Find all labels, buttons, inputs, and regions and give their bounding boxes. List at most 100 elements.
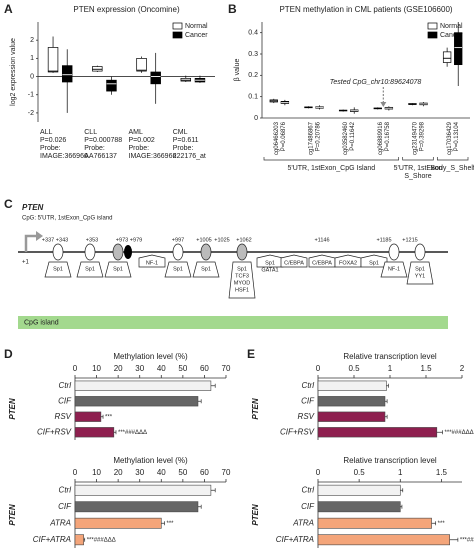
binding-site bbox=[52, 243, 64, 261]
category-label: cg03582460 bbox=[343, 121, 349, 155]
category-note: AA766137 bbox=[84, 153, 117, 160]
x-tick-label: 10 bbox=[92, 364, 101, 373]
x-tick-label: 60 bbox=[200, 364, 209, 373]
error-bar bbox=[436, 430, 443, 435]
tss-label: +1 bbox=[22, 260, 30, 266]
x-tick-label: 20 bbox=[114, 364, 123, 373]
chart-title: Relative transcription level bbox=[343, 352, 437, 361]
bar bbox=[317, 484, 401, 496]
group-label: PTEN bbox=[251, 504, 260, 526]
legend-swatch bbox=[172, 22, 183, 30]
legend-label: Normal bbox=[185, 23, 208, 30]
factor-label: MYOD bbox=[234, 280, 251, 286]
bar bbox=[74, 380, 212, 391]
y-tick-label: -2 bbox=[28, 110, 34, 117]
binding-site bbox=[84, 243, 96, 261]
y-tick-label: 2 bbox=[30, 37, 34, 44]
bar bbox=[317, 380, 387, 391]
factor-label: HSF1 bbox=[235, 287, 249, 293]
category-label: RSV bbox=[298, 412, 315, 421]
error-bar bbox=[400, 488, 404, 493]
x-tick-label: 0 bbox=[316, 364, 321, 373]
category-label: cg06889916 bbox=[378, 121, 384, 155]
y-tick-label: 0 bbox=[254, 115, 258, 122]
x-tick-label: 40 bbox=[157, 364, 166, 373]
region-label: 5'UTR, 1stExon bbox=[394, 165, 443, 172]
x-tick-label: 20 bbox=[114, 468, 123, 477]
category-note: Probe: bbox=[84, 145, 105, 152]
bar bbox=[317, 411, 386, 422]
chart-title: PTEN expression (Oncomine) bbox=[73, 5, 180, 14]
panel-label: E bbox=[247, 347, 255, 361]
chart-title: Methylation level (%) bbox=[113, 456, 188, 465]
x-tick-label: 50 bbox=[178, 468, 187, 477]
y-tick-label: -1 bbox=[28, 92, 34, 99]
category-label: CIF bbox=[58, 396, 72, 405]
position-label: +1062 bbox=[236, 237, 251, 243]
bar bbox=[317, 534, 450, 546]
category-note: P=0.026 bbox=[40, 137, 66, 144]
category-label: cg17486867 bbox=[309, 121, 315, 155]
y-axis-label: log2 expression value bbox=[10, 38, 17, 106]
factor-box bbox=[280, 254, 308, 268]
category-label: AML bbox=[129, 129, 144, 136]
group-label: PTEN bbox=[251, 398, 260, 420]
x-tick-label: 30 bbox=[135, 468, 144, 477]
annotation: *** bbox=[167, 521, 175, 527]
bar bbox=[74, 411, 102, 422]
category-label: CIF bbox=[301, 396, 315, 405]
legend-swatch bbox=[172, 31, 183, 39]
x-tick-label: 70 bbox=[222, 468, 231, 477]
p-value: P=0.13104 bbox=[454, 121, 460, 151]
position-label: +353 bbox=[86, 237, 98, 243]
error-bar bbox=[384, 399, 388, 404]
group-label: PTEN bbox=[8, 398, 17, 420]
position-label: +973 bbox=[116, 237, 128, 243]
region-bracket bbox=[436, 157, 469, 161]
binding-site bbox=[414, 243, 426, 261]
factor-box bbox=[406, 261, 434, 285]
category-label: CIF bbox=[58, 502, 72, 511]
p-value: P=0.39298 bbox=[420, 121, 426, 151]
diagram-subtitle: CpG: 5'UTR, 1stExon_CpG island bbox=[22, 216, 113, 222]
bar bbox=[74, 396, 199, 407]
box bbox=[136, 58, 147, 72]
factor-label: Sp1 bbox=[173, 266, 183, 272]
x-tick-label: 30 bbox=[135, 364, 144, 373]
x-tick-label: 2 bbox=[460, 364, 465, 373]
position-label: +1005 bbox=[196, 237, 211, 243]
category-note: Probe: bbox=[40, 145, 61, 152]
category-label: ALL bbox=[40, 129, 53, 136]
x-tick-label: 1.5 bbox=[420, 364, 432, 373]
tss-arrow-head bbox=[36, 231, 43, 241]
factor-label: NF-1 bbox=[388, 266, 400, 272]
position-label: +1215 bbox=[402, 237, 417, 243]
factor-label: Sp1 bbox=[113, 266, 123, 272]
box bbox=[442, 51, 452, 63]
annotation: ***###ΔΔΔ bbox=[87, 537, 116, 543]
error-bar bbox=[386, 383, 389, 388]
factor-box bbox=[138, 254, 166, 268]
cpg-island bbox=[18, 316, 448, 329]
annotation: Tested CpG_chr10:89624078 bbox=[330, 79, 422, 86]
arrow-head bbox=[380, 102, 387, 107]
x-tick-label: 70 bbox=[222, 364, 231, 373]
x-tick-label: 60 bbox=[200, 468, 209, 477]
category-note: Probe: bbox=[129, 145, 150, 152]
error-bar bbox=[210, 488, 216, 493]
position-label: +1025 bbox=[214, 237, 229, 243]
x-tick-label: 0.5 bbox=[348, 364, 360, 373]
category-note: 222176_at bbox=[173, 153, 206, 160]
factor-box bbox=[228, 261, 256, 299]
category-label: CLL bbox=[84, 129, 97, 136]
annotation: *** bbox=[438, 521, 446, 527]
category-label: CIF+RSV bbox=[37, 427, 72, 436]
error-bar bbox=[449, 537, 459, 542]
factor-label: Sp1 bbox=[201, 266, 211, 272]
x-tick-label: 1 bbox=[388, 364, 393, 373]
x-tick-label: 0 bbox=[73, 364, 78, 373]
legend-label: Normal bbox=[440, 23, 463, 30]
bar bbox=[74, 517, 162, 529]
